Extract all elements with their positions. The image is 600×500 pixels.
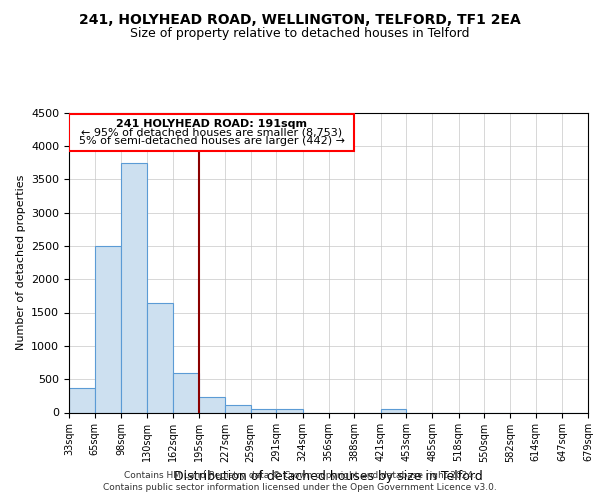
Y-axis label: Number of detached properties: Number of detached properties — [16, 175, 26, 350]
Text: Size of property relative to detached houses in Telford: Size of property relative to detached ho… — [130, 28, 470, 40]
Bar — [173, 372, 199, 412]
X-axis label: Distribution of detached houses by size in Telford: Distribution of detached houses by size … — [174, 470, 483, 483]
Bar — [69, 388, 95, 412]
Bar — [199, 396, 225, 412]
Text: Contains HM Land Registry data © Crown copyright and database right 2024.
Contai: Contains HM Land Registry data © Crown c… — [103, 471, 497, 492]
Text: 241 HOLYHEAD ROAD: 191sqm: 241 HOLYHEAD ROAD: 191sqm — [116, 119, 307, 129]
Bar — [121, 162, 147, 412]
Text: 241, HOLYHEAD ROAD, WELLINGTON, TELFORD, TF1 2EA: 241, HOLYHEAD ROAD, WELLINGTON, TELFORD,… — [79, 12, 521, 26]
Bar — [95, 246, 121, 412]
Bar — [147, 302, 173, 412]
Bar — [69, 114, 354, 151]
Bar — [276, 409, 303, 412]
Bar — [225, 405, 251, 412]
Bar — [381, 409, 406, 412]
Bar — [251, 408, 276, 412]
Text: 5% of semi-detached houses are larger (442) →: 5% of semi-detached houses are larger (4… — [79, 136, 344, 146]
Text: ← 95% of detached houses are smaller (8,753): ← 95% of detached houses are smaller (8,… — [81, 128, 342, 138]
